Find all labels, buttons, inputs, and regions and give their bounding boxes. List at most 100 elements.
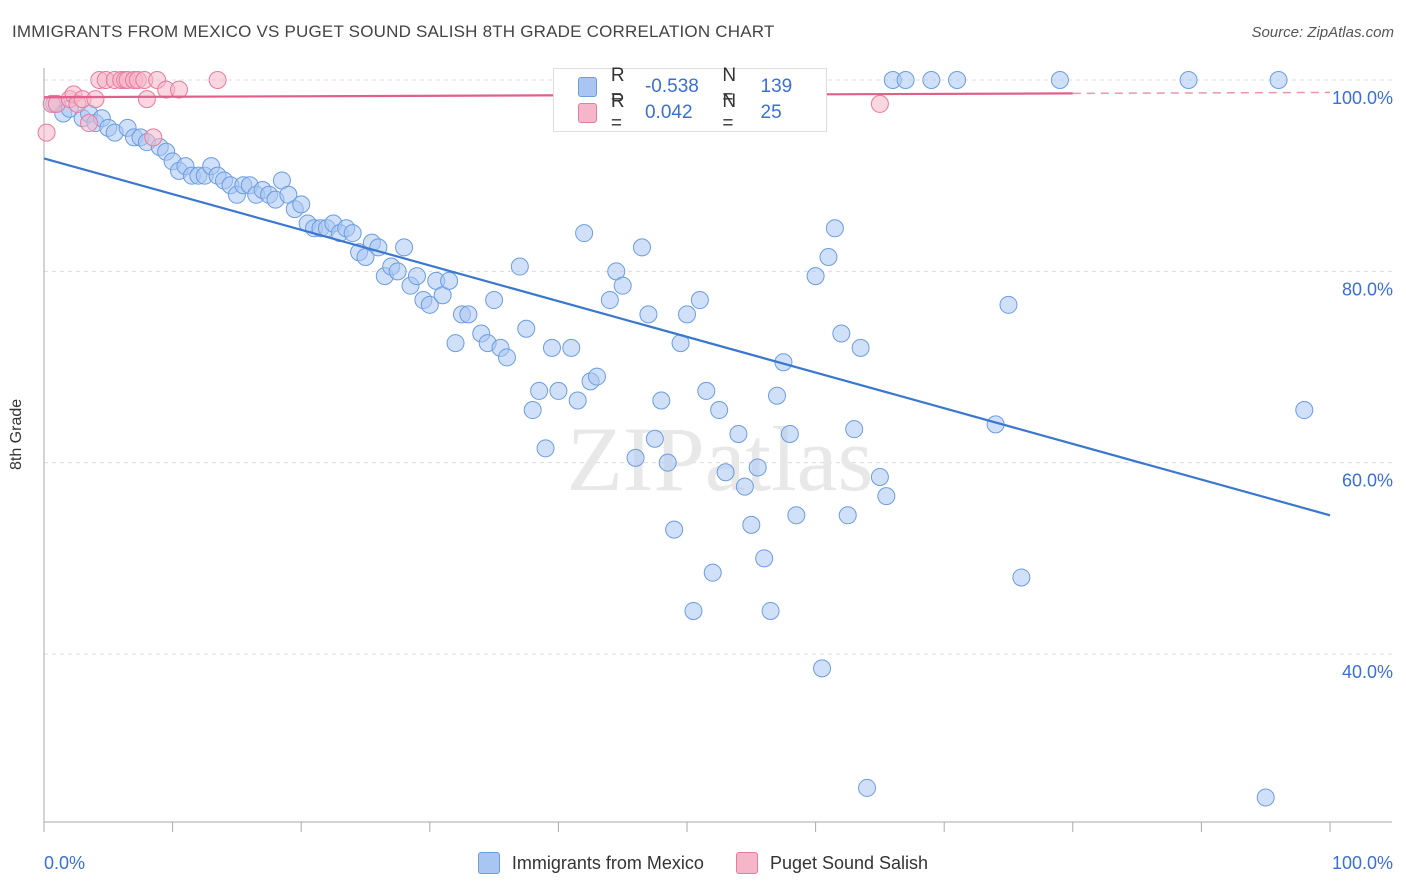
chart-title: IMMIGRANTS FROM MEXICO VS PUGET SOUND SA…: [12, 22, 775, 41]
series-label-mexico: Immigrants from Mexico: [511, 852, 704, 873]
point-mexico: [813, 659, 832, 678]
point-mexico: [530, 381, 549, 400]
point-mexico: [999, 295, 1018, 314]
point-mexico: [742, 515, 761, 534]
correlation-legend: R = -0.538 N = 139 R = 0.042 N = 25: [553, 65, 827, 134]
point-mexico: [838, 506, 857, 525]
point-mexico: [510, 257, 529, 276]
point-mexico: [761, 601, 780, 620]
series-label-salish: Puget Sound Salish: [769, 852, 929, 873]
point-mexico: [870, 468, 889, 487]
point-mexico: [697, 381, 716, 400]
point-mexico: [690, 291, 709, 310]
point-mexico: [485, 291, 504, 310]
point-mexico: [948, 71, 967, 89]
point-mexico: [787, 506, 806, 525]
point-mexico: [343, 224, 362, 243]
point-salish: [144, 128, 163, 147]
point-mexico: [575, 224, 594, 243]
legend-r-value: -0.538: [644, 76, 699, 97]
legend-n-value: 139: [760, 76, 793, 97]
legend-r-value: 0.042: [644, 102, 693, 123]
point-mexico: [292, 195, 311, 214]
point-mexico: [600, 291, 619, 310]
point-mexico: [420, 295, 439, 314]
point-mexico: [446, 334, 465, 353]
point-mexico: [388, 262, 407, 281]
point-salish: [86, 90, 105, 109]
trend-line-mexico: [43, 157, 1331, 517]
point-mexico: [639, 305, 658, 324]
series-legend-mexico: Immigrants from Mexico: [477, 852, 704, 874]
point-mexico: [729, 424, 748, 443]
point-mexico: [851, 338, 870, 357]
point-mexico: [1012, 568, 1031, 587]
tick-labels: 100.0% 80.0% 60.0% 40.0% 0.0% 100.0%: [44, 88, 1393, 873]
point-mexico: [542, 338, 561, 357]
point-mexico: [877, 487, 896, 506]
point-salish: [870, 94, 889, 113]
point-mexico: [780, 424, 799, 443]
point-mexico: [896, 71, 915, 89]
axes: [43, 68, 1392, 832]
y-axis-label: 8th Grade: [8, 398, 25, 470]
point-salish: [137, 90, 156, 109]
point-mexico: [832, 324, 851, 343]
point-mexico: [684, 601, 703, 620]
point-mexico: [710, 401, 729, 420]
point-mexico: [626, 448, 645, 467]
point-mexico: [1050, 71, 1069, 89]
point-mexico: [858, 778, 877, 797]
point-mexico: [497, 348, 516, 367]
point-mexico: [1256, 788, 1275, 807]
point-mexico: [703, 563, 722, 582]
point-mexico: [1179, 71, 1198, 89]
point-mexico: [665, 520, 684, 539]
legend-row-mexico: R = -0.538 N = 139: [578, 65, 826, 108]
point-mexico: [587, 367, 606, 386]
legend-n-label: N =: [722, 65, 737, 108]
legend-n-label: N =: [722, 91, 737, 134]
point-mexico: [678, 305, 696, 324]
point-mexico: [523, 401, 542, 420]
point-mexico: [845, 420, 864, 439]
legend-r-label: R =: [610, 65, 625, 108]
point-mexico: [748, 458, 767, 477]
legend-swatch-salish: [578, 103, 597, 123]
point-mexico: [806, 267, 825, 286]
point-mexico: [395, 238, 414, 257]
point-mexico: [755, 549, 774, 568]
point-salish: [80, 114, 99, 133]
point-mexico: [768, 386, 787, 405]
point-mexico: [536, 439, 555, 458]
watermark: ZIPatlas: [567, 408, 874, 510]
series-swatch-mexico: [477, 852, 500, 874]
legend-r-label: R =: [610, 91, 625, 134]
point-mexico: [652, 391, 671, 410]
y-tick-label: 80.0%: [1342, 279, 1393, 299]
legend-swatch-mexico: [578, 77, 597, 97]
x-tick-label: 0.0%: [44, 853, 85, 873]
point-mexico: [632, 238, 651, 257]
trend-line-salish-extension: [1072, 91, 1331, 95]
point-mexico: [549, 381, 568, 400]
point-mexico: [440, 271, 459, 290]
point-salish: [170, 80, 189, 99]
y-tick-label: 60.0%: [1342, 471, 1393, 491]
legend-n-value: 25: [760, 102, 782, 123]
point-mexico: [1295, 401, 1314, 420]
y-tick-label: 40.0%: [1342, 662, 1393, 682]
point-mexico: [819, 247, 838, 266]
x-tick-label: 100.0%: [1332, 853, 1393, 873]
point-mexico: [568, 391, 587, 410]
legend-row-salish: R = 0.042 N = 25: [578, 91, 826, 134]
series-legend: Immigrants from Mexico Puget Sound Salis…: [0, 852, 1406, 874]
series-swatch-salish: [735, 852, 758, 874]
point-mexico: [735, 477, 754, 496]
point-mexico: [613, 276, 632, 295]
point-mexico: [517, 319, 536, 338]
point-mexico: [716, 463, 735, 482]
point-mexico: [1269, 71, 1288, 89]
point-mexico: [407, 267, 426, 286]
